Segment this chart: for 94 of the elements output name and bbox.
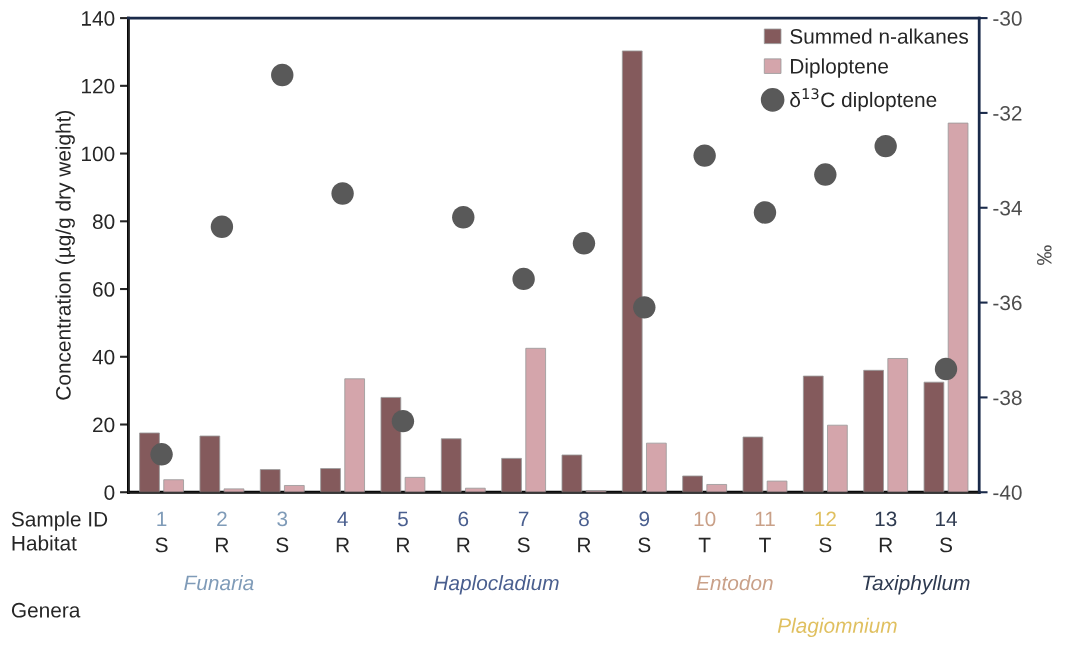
x-tick-label: 6 [458,511,469,527]
point [391,409,415,433]
bar [887,358,909,493]
text: R [216,537,229,553]
text: Entodon [696,575,773,591]
bar [621,50,643,493]
x-tick-label: 11 [755,511,775,527]
text: Sample ID [11,511,108,531]
text: S [517,537,530,553]
bar [742,436,764,493]
text: S [819,537,832,553]
y-tick-label: 40 [92,349,115,365]
point [210,215,234,238]
legend-label: δ$^{13}$C diploptene [790,88,937,112]
text: Genera [11,602,81,618]
text: R [879,537,893,553]
text: S [638,537,651,553]
text: Habitat [12,535,77,551]
y-axis-title: Concentration (µg/g dry weight) [55,110,75,400]
bar [561,454,583,493]
bar [284,485,305,493]
point [633,296,656,319]
bar [404,476,426,493]
bar [923,381,945,493]
y-tick-label: 100 [82,146,115,162]
point [572,232,596,255]
y-tick-label: 20 [93,417,115,433]
x-tick-label: 1 [157,511,167,527]
text: Plagiomnium [777,617,897,638]
text: R [336,537,350,553]
y2-tick-label: -32 [993,105,1022,121]
bar [380,397,402,493]
x-tick-label: 2 [217,511,227,527]
y-tick-label: 0 [104,485,115,501]
text: Taxiphyllum [863,575,970,595]
legend-label: Summed n-alkanes [790,28,969,44]
x-tick-label: 5 [397,511,408,527]
text: S [276,537,289,553]
point [150,443,173,466]
text: R [397,537,410,553]
bar [682,475,703,493]
y2-tick-label: -34 [993,200,1022,216]
bar [259,469,281,493]
x-tick-label: 9 [639,511,650,527]
y-tick-label: 140 [82,11,115,26]
text: Funaria [184,575,254,591]
point [331,182,354,205]
text: T [698,537,711,553]
text: R [578,537,591,553]
point [874,134,897,158]
bar [163,479,184,493]
text: S [155,537,168,553]
bar [827,424,848,493]
x-tick-label: 14 [936,511,957,527]
point [693,144,716,167]
x-tick-label: 13 [875,511,897,527]
point [934,357,958,381]
bar [344,378,365,493]
point [512,267,535,291]
bar [525,347,547,493]
point [814,163,837,186]
bar [199,435,221,493]
text: T [759,537,771,553]
point [753,201,777,224]
point [452,206,475,229]
text: R [457,537,470,553]
y2-tick-label: -38 [993,390,1022,406]
bar [320,468,341,493]
x-tick-label: 4 [337,511,348,527]
x-tick-label: 7 [518,511,529,527]
bar [501,457,522,493]
bar [440,438,462,493]
bar [802,375,824,493]
bar [646,442,667,493]
x-tick-label: 3 [277,511,288,527]
y2-tick-label: -36 [993,295,1022,311]
y-tick-label: 60 [93,282,115,297]
x-tick-label: 12 [815,511,836,527]
x-tick-label: 8 [579,511,589,527]
bar [223,488,245,493]
bar [863,369,884,493]
text: Haplocladium [434,575,559,595]
point [271,63,294,87]
text: S [940,537,952,553]
y-tick-label: 120 [82,78,115,94]
x-tick-label: 10 [694,511,716,527]
y-tick-label: 80 [92,214,115,230]
y2-axis-title: ‰ [1037,245,1052,266]
legend-label: Diploptene [791,58,888,78]
y2-tick-label: -30 [993,11,1022,26]
bar [766,480,788,493]
bar [947,122,969,493]
y2-tick-label: -40 [993,485,1022,501]
bar [706,484,728,493]
